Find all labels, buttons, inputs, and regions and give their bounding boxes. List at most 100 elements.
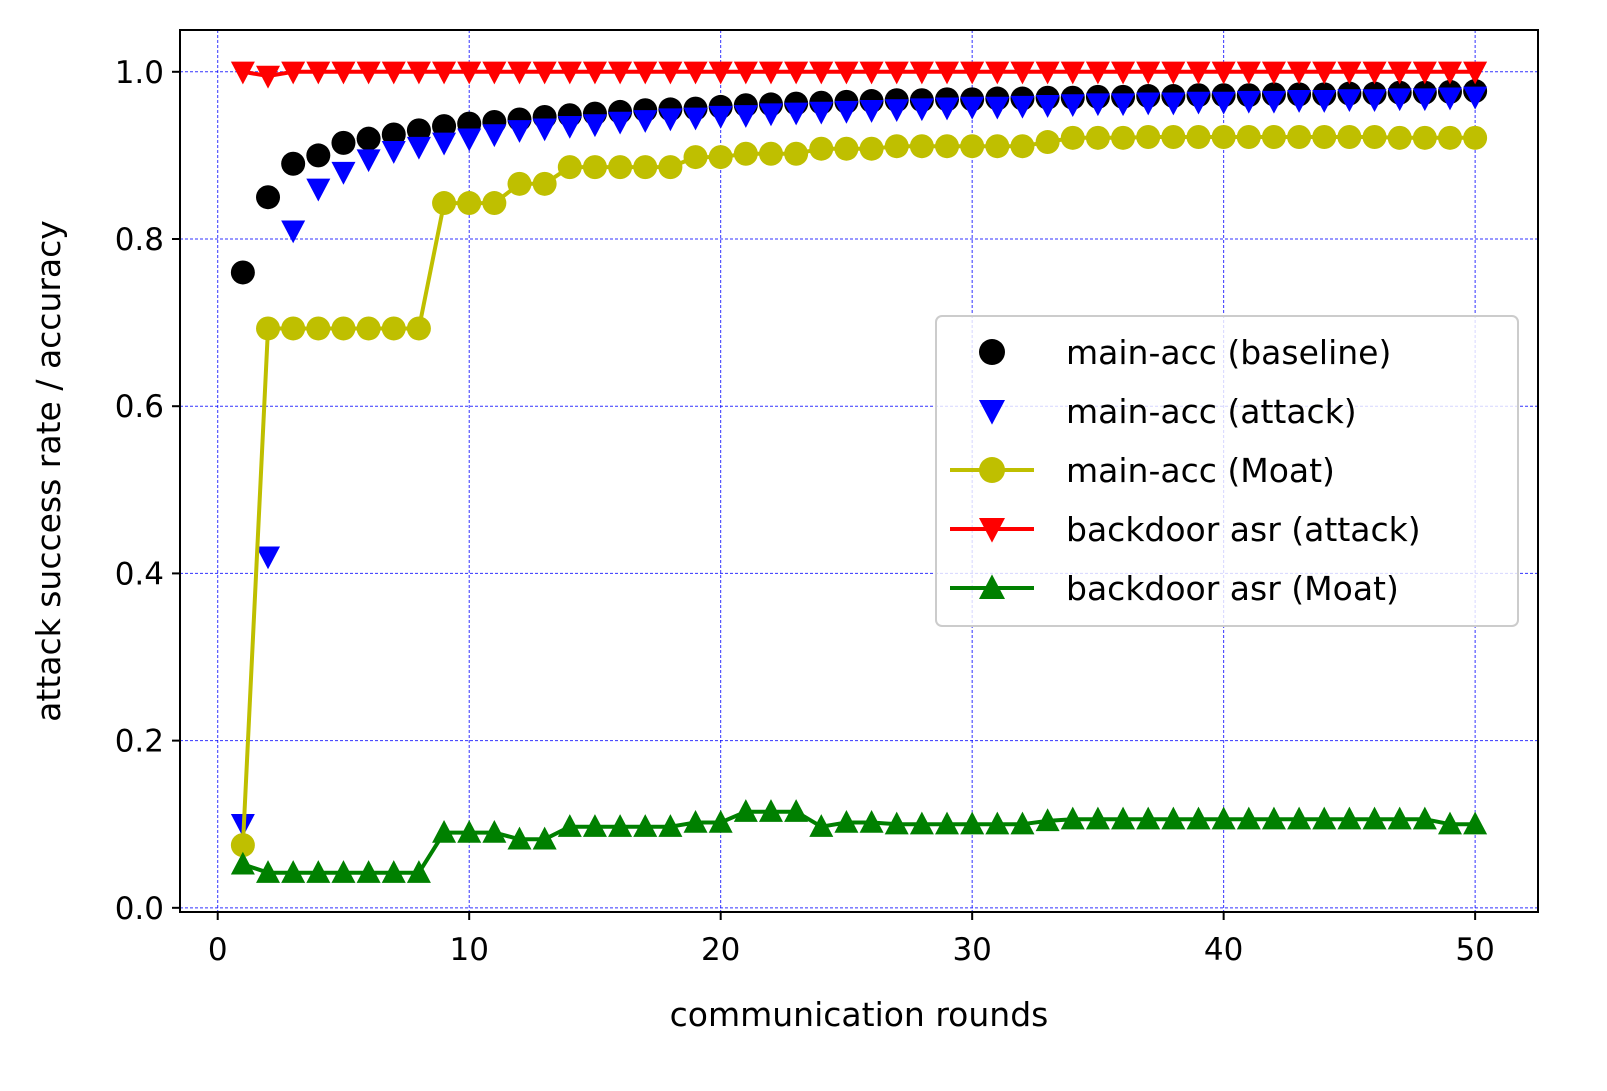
data-point [432,191,457,216]
data-point [1412,61,1437,85]
data-point [356,149,381,173]
data-point [1437,125,1462,150]
data-point [1111,93,1136,117]
data-point [985,96,1010,120]
data-point [306,860,331,883]
data-point [683,145,708,170]
data-point [1211,91,1236,115]
data-point [557,61,582,85]
data-point [1387,88,1412,112]
data-point [256,546,281,570]
data-point [1111,125,1136,150]
legend-marker [979,574,1005,600]
series-backdoor-asr-moat [230,799,1488,883]
x-tick-label: 40 [1204,932,1243,968]
legend-marker [979,457,1005,483]
data-point [457,128,482,152]
data-point [331,316,356,341]
data-point [1261,61,1286,85]
data-point [1111,61,1136,85]
data-point [532,171,557,196]
data-point [708,105,733,129]
legend-item: main-acc (baseline) [979,333,1391,372]
legend-item: main-acc (Moat) [950,451,1335,490]
data-point [733,141,758,166]
data-point [683,61,708,85]
data-point [935,811,960,835]
data-point [582,814,607,837]
axes-ticks: 0 10 20 30 40 50 0.0 0.2 0.4 0.6 0.8 1.0 [115,55,1495,968]
data-point [557,115,582,139]
data-point [1437,87,1462,111]
data-point [1111,806,1136,830]
data-point [532,826,557,850]
data-point [1161,125,1186,150]
data-point [1060,806,1085,830]
data-point [230,260,255,285]
data-point [1085,125,1110,150]
data-point [985,61,1010,85]
x-tick-label: 30 [952,932,991,968]
data-point [608,111,633,135]
data-point [1261,125,1286,150]
data-point [859,809,884,833]
data-point [507,171,532,196]
data-point [1362,89,1387,112]
data-point [1312,806,1337,830]
data-point [306,143,331,168]
legend-label: backdoor asr (attack) [1066,510,1421,549]
legend-label: main-acc (Moat) [1066,451,1335,490]
data-point [256,860,281,883]
series-backdoor-asr-attack [230,61,1488,89]
data-point [859,100,884,123]
data-point [758,799,783,822]
data-point [1035,130,1060,155]
data-point [633,110,658,133]
data-point [1312,61,1337,85]
data-point [708,61,733,85]
y-tick-label: 0.6 [115,389,164,425]
data-point [1136,806,1161,830]
data-point [1010,61,1035,85]
data-point [809,136,834,161]
data-point [884,61,909,85]
data-point [1211,61,1236,85]
data-point [457,61,482,85]
y-axis-label: attack success rate / accuracy [29,220,68,722]
data-point [406,860,431,883]
data-point [507,826,532,850]
data-point [1010,95,1035,119]
data-point [1186,91,1211,115]
data-point [406,118,431,143]
data-point [1463,61,1488,85]
data-point [432,61,457,85]
data-point [1312,125,1337,150]
data-point [1236,61,1261,85]
data-point [1136,125,1161,150]
data-point [1312,90,1337,113]
data-point [1060,94,1085,118]
data-point [432,132,457,156]
data-point [834,61,859,85]
data-point [758,141,783,166]
data-point [1337,61,1362,85]
y-tick-label: 0.4 [115,556,164,592]
data-point [356,860,381,883]
data-point [582,155,607,180]
data-point [1463,811,1488,835]
data-point [658,814,683,837]
data-point [1437,811,1462,835]
data-point [985,134,1010,159]
data-point [432,819,457,843]
legend-label: main-acc (baseline) [1066,333,1391,372]
data-point [1412,125,1437,150]
data-point [1186,61,1211,85]
data-point [1161,806,1186,830]
data-point [582,61,607,85]
data-point [1236,90,1261,114]
data-point [1085,61,1110,85]
x-tick-label: 20 [701,932,740,968]
data-point [1463,125,1488,150]
data-point [1161,92,1186,116]
